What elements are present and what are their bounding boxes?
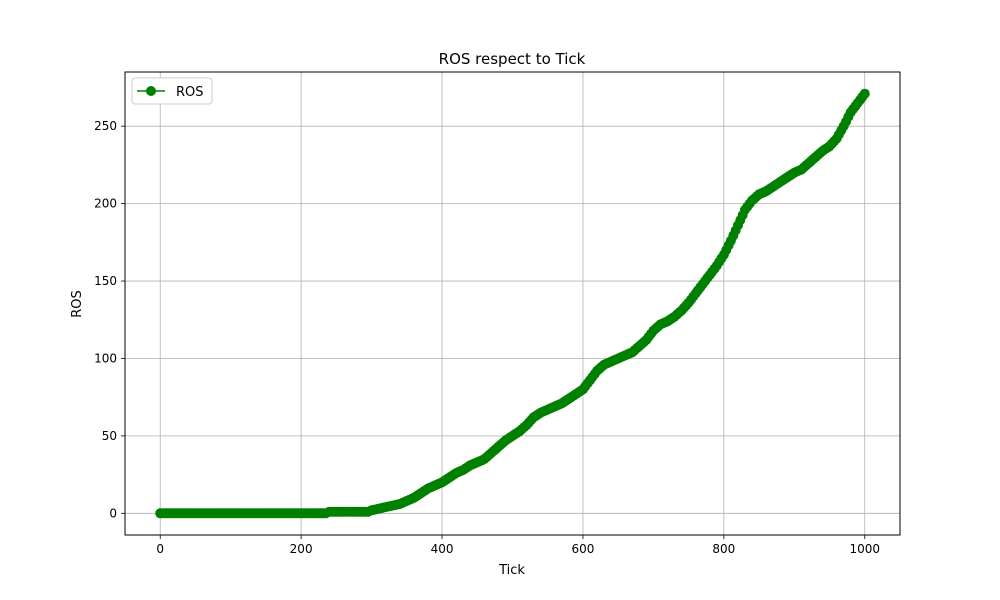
x-tick-label: 200: [290, 542, 313, 556]
y-tick-label: 100: [94, 351, 117, 365]
y-tick-label: 200: [94, 197, 117, 211]
y-axis-label: ROS: [70, 290, 85, 318]
y-tick-label: 0: [109, 506, 117, 520]
x-tick-label: 800: [712, 542, 735, 556]
x-axis-label: Tick: [498, 563, 525, 578]
y-axis-ticks: 0 50 100 150 200 250: [94, 119, 125, 520]
legend: ROS: [131, 77, 213, 105]
y-tick-label: 50: [102, 429, 117, 443]
x-tick-label: 0: [156, 542, 164, 556]
x-tick-label: 1000: [849, 542, 880, 556]
chart-title: ROS respect to Tick: [439, 50, 586, 68]
grid: [125, 72, 900, 535]
y-tick-label: 250: [94, 119, 117, 133]
series-layer: [155, 88, 870, 519]
x-tick-label: 600: [572, 542, 595, 556]
data-point: [859, 88, 870, 99]
series-ros: [155, 88, 870, 519]
legend-marker: [146, 86, 156, 96]
x-tick-label: 400: [431, 542, 454, 556]
legend-box: [131, 77, 213, 105]
y-tick-label: 150: [94, 274, 117, 288]
x-axis-ticks: 0 200 400 600 800 1000: [156, 535, 880, 556]
plot-frame: [124, 71, 901, 536]
legend-entry-ros: ROS: [176, 85, 204, 100]
